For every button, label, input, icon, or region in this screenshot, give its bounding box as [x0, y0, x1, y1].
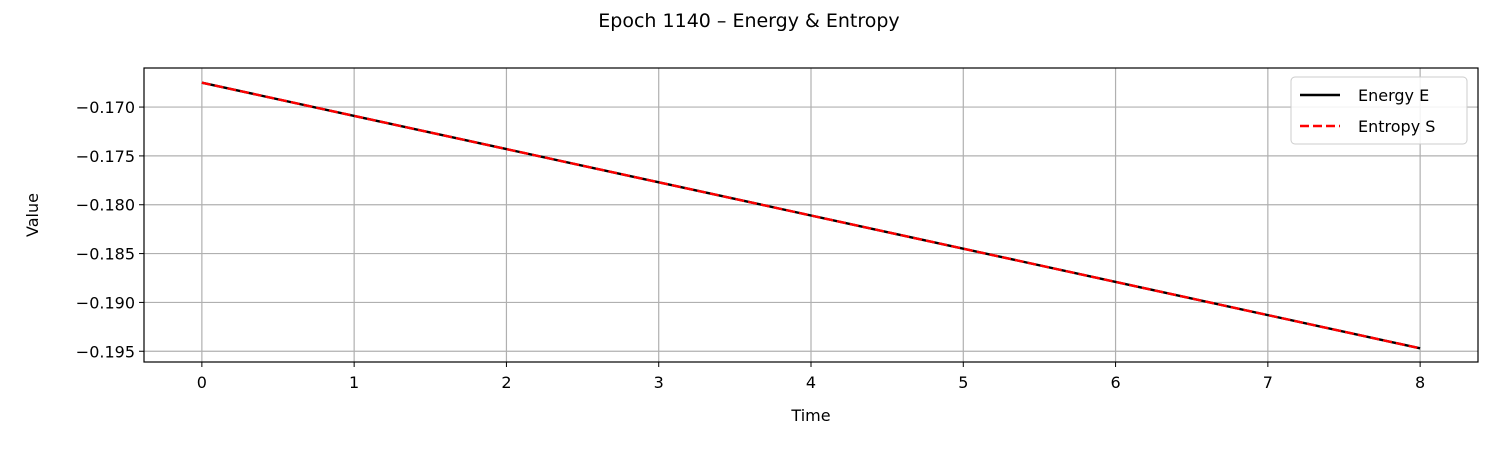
y-tick-label: −0.180: [76, 196, 135, 215]
series-lines: [201, 81, 1421, 350]
y-axis-label: Value: [23, 193, 42, 237]
y-tick-label: −0.185: [76, 245, 135, 264]
axis-ticks: 0 1 2 3 4 5 6 7 8 −0.170 −0.175 −0.180 −0.185 −0.190 −…: [76, 98, 1425, 392]
legend: Energy E Entropy S: [1290, 76, 1468, 145]
legend-label: Entropy S: [1358, 117, 1435, 136]
x-tick-label: 0: [197, 373, 207, 392]
x-tick-label: 7: [1263, 373, 1273, 392]
x-tick-label: 8: [1415, 373, 1425, 392]
x-tick-label: 4: [806, 373, 816, 392]
y-tick-label: −0.190: [76, 293, 135, 312]
legend-box: [1290, 76, 1468, 145]
chart-title: Epoch 1140 – Energy & Entropy: [598, 10, 899, 32]
x-tick-label: 6: [1110, 373, 1120, 392]
grid-lines: [144, 68, 1478, 362]
x-axis-label: Time: [790, 406, 830, 425]
x-tick-label: 3: [654, 373, 664, 392]
x-tick-label: 5: [958, 373, 968, 392]
x-tick-label: 1: [349, 373, 359, 392]
y-tick-label: −0.195: [76, 342, 135, 361]
legend-label: Energy E: [1358, 86, 1429, 105]
y-tick-label: −0.175: [76, 147, 135, 166]
series-line-energy-e: [201, 81, 1421, 350]
x-tick-label: 2: [501, 373, 511, 392]
y-tick-label: −0.170: [76, 98, 135, 117]
